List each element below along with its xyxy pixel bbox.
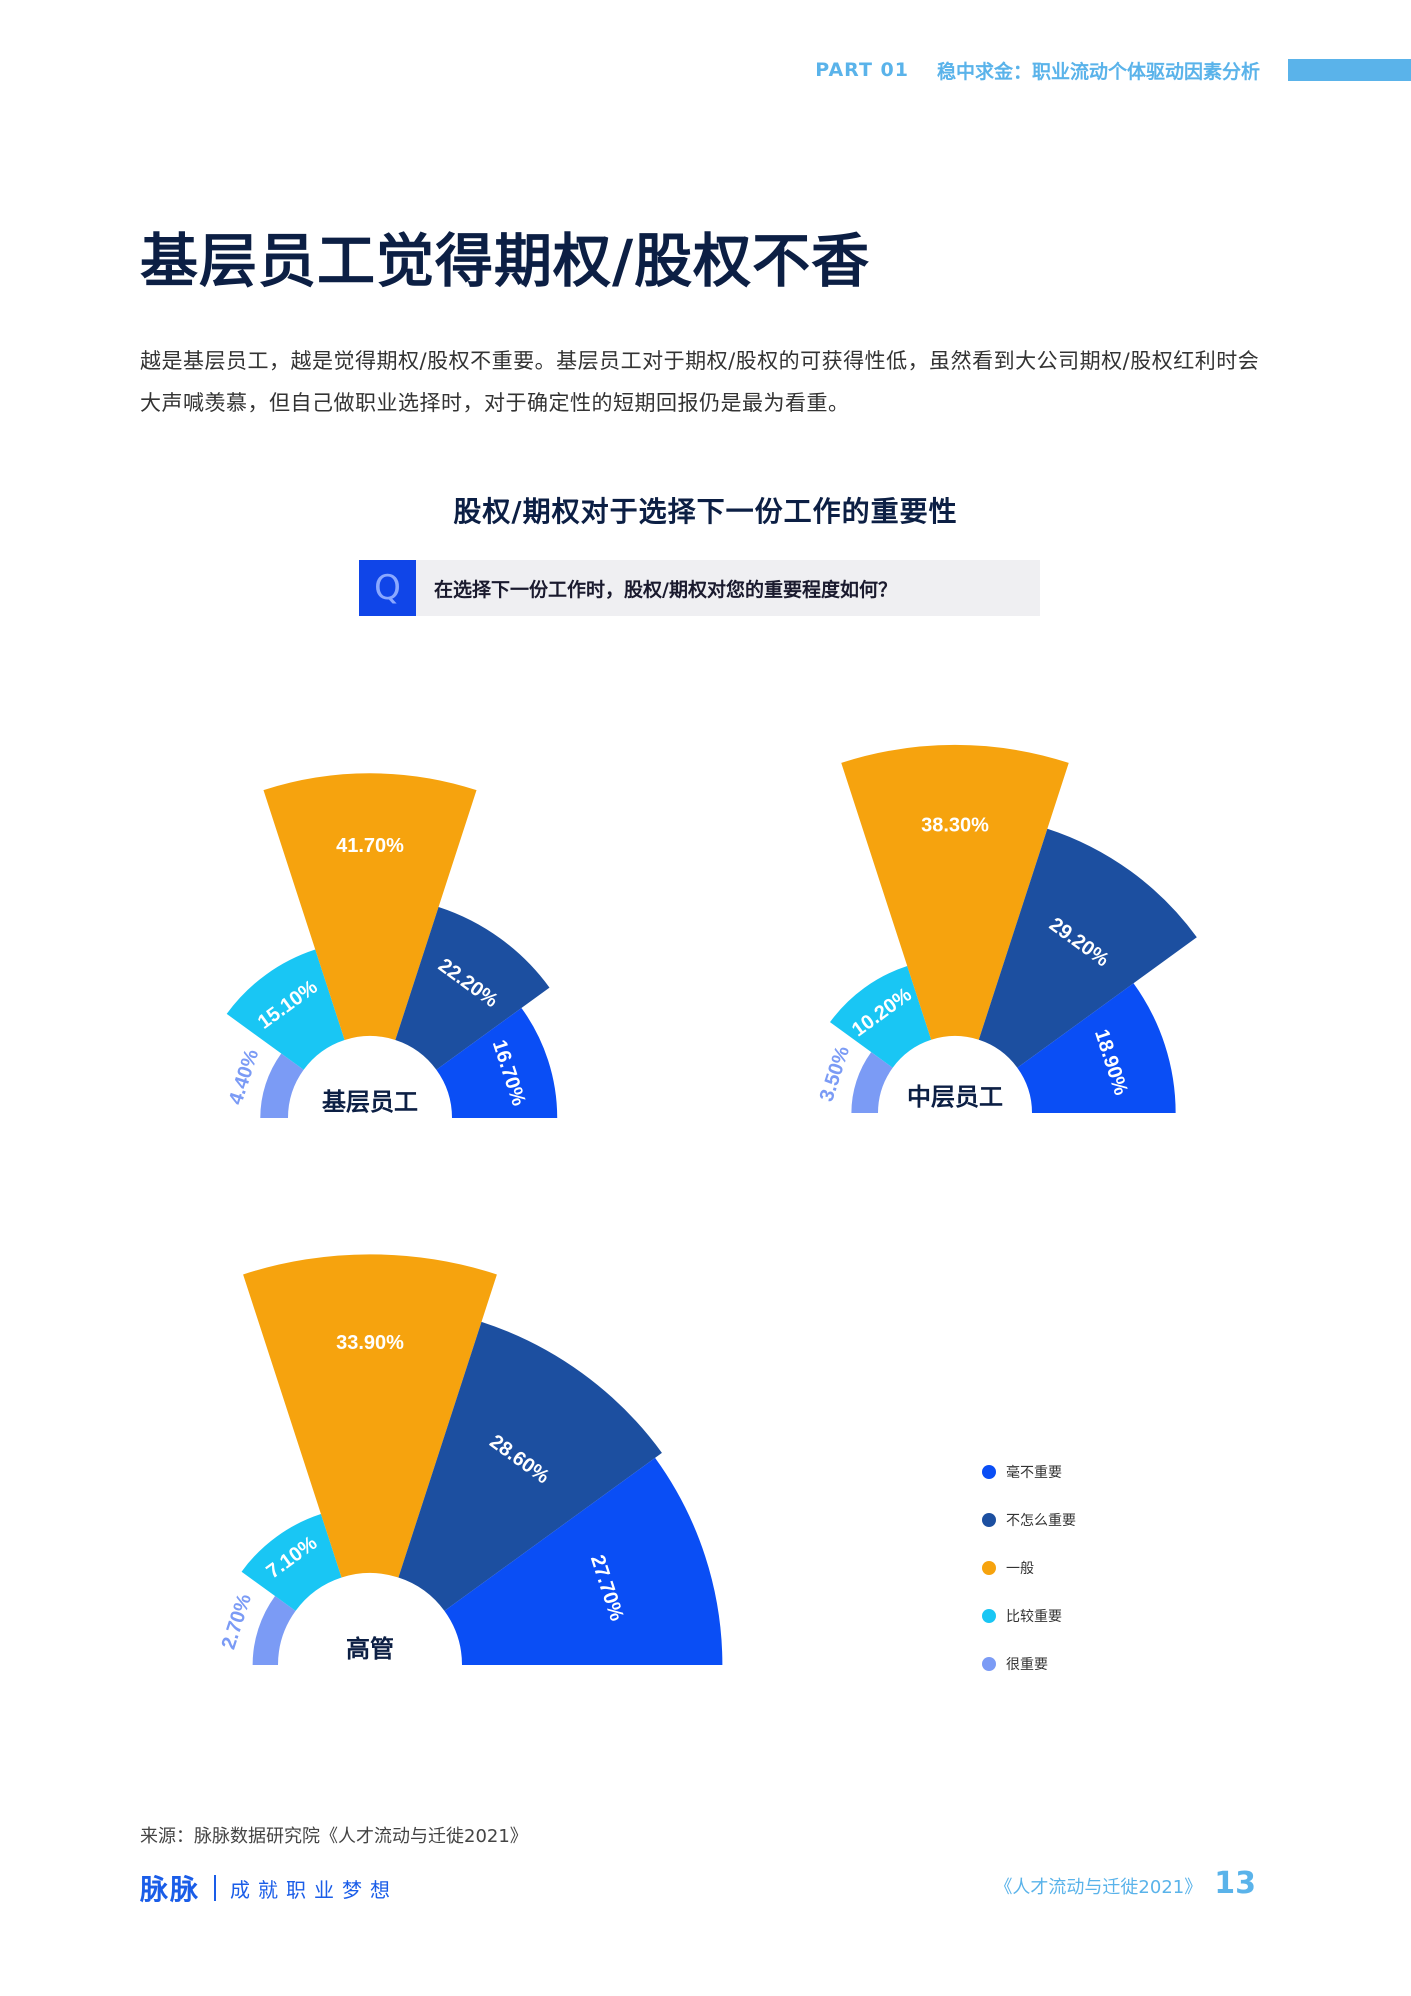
sector-2-5 (1017, 983, 1176, 1113)
data-label-3-1: 2.70% (218, 1591, 257, 1652)
chart-title: 股权/期权对于选择下一份工作的重要性 (453, 495, 958, 528)
data-label-3-3: 33.90% (336, 1332, 404, 1354)
sector-3-2 (241, 1514, 342, 1611)
sector-1-2 (226, 949, 345, 1070)
sector-3-1 (252, 1596, 296, 1665)
chart-title-1: 基层员工 (322, 1088, 418, 1116)
source-note: 来源：脉脉数据研究院《人才流动与迁徙2021》 (140, 1826, 528, 1847)
sector-3-3 (243, 1254, 497, 1578)
sector-1-1 (260, 1053, 304, 1118)
sector-2-4 (978, 828, 1197, 1068)
report-name: 《人才流动与迁徙2021》 (994, 1877, 1203, 1898)
question-banner: Q 在选择下一份工作时，股权/期权对您的重要程度如何？ (359, 560, 1040, 616)
intro-paragraph: 越是基层员工，越是觉得期权/股权不重要。基层员工对于期权/股权的可获得性低，虽然… (140, 349, 1260, 415)
part-label: PART 01 (815, 59, 909, 81)
question-text: 在选择下一份工作时，股权/期权对您的重要程度如何？ (434, 578, 897, 601)
data-label-2-3: 38.30% (921, 815, 989, 837)
data-label-2-1: 3.50% (816, 1043, 855, 1104)
legend-dot (982, 1609, 996, 1623)
legend-item: 很重要 (982, 1640, 1076, 1688)
data-label-1-1: 4.40% (225, 1047, 264, 1108)
chart-title-3: 高管 (346, 1635, 394, 1663)
legend-item: 一般 (982, 1544, 1076, 1592)
legend-label: 毫不重要 (1006, 1465, 1062, 1481)
page-number: 13 (1214, 1866, 1256, 1901)
sector-3-5 (444, 1457, 723, 1665)
legend-dot (982, 1657, 996, 1671)
chart-3: 2.70%7.10%33.90%28.60%27.70%高管 (218, 1254, 723, 1665)
page-title: 基层员工觉得期权/股权不香 (140, 227, 871, 295)
legend: 毫不重要不怎么重要一般比较重要很重要 (982, 1448, 1076, 1688)
legend-label: 一般 (1006, 1561, 1034, 1577)
header-accent-bar (1288, 59, 1411, 81)
header-bar: PART 01 稳中求金：职业流动个体驱动因素分析 (815, 58, 1411, 83)
brand-logo: 脉脉 (140, 1873, 201, 1906)
legend-item: 不怎么重要 (982, 1496, 1076, 1544)
data-label-1-3: 41.70% (336, 835, 404, 857)
legend-item: 比较重要 (982, 1592, 1076, 1640)
legend-dot (982, 1465, 996, 1479)
chart-2: 3.50%10.20%38.30%29.20%18.90%中层员工 (816, 744, 1197, 1113)
legend-label: 很重要 (1006, 1657, 1048, 1673)
legend-label: 不怎么重要 (1006, 1513, 1076, 1529)
legend-dot (982, 1513, 996, 1527)
chart-1: 4.40%15.10%41.70%22.20%16.70%基层员工 (225, 773, 558, 1118)
legend-item: 毫不重要 (982, 1448, 1076, 1496)
sector-1-4 (395, 906, 550, 1070)
sector-1-3 (263, 773, 477, 1041)
sector-2-2 (829, 966, 932, 1068)
sector-2-1 (851, 1052, 893, 1113)
sector-3-4 (398, 1321, 662, 1611)
sector-2-3 (841, 744, 1069, 1040)
question-icon: Q (359, 560, 416, 616)
footer-page-info: 《人才流动与迁徙2021》 13 (994, 1866, 1256, 1901)
chart-title-2: 中层员工 (907, 1083, 1003, 1111)
legend-label: 比较重要 (1006, 1609, 1062, 1625)
footer-brand: 脉脉 成就职业梦想 (140, 1868, 398, 1908)
brand-slogan: 成就职业梦想 (230, 1877, 399, 1902)
sector-1-5 (436, 1007, 558, 1118)
section-title: 稳中求金：职业流动个体驱动因素分析 (936, 60, 1260, 83)
legend-dot (982, 1561, 996, 1575)
footer-divider (214, 1875, 217, 1901)
